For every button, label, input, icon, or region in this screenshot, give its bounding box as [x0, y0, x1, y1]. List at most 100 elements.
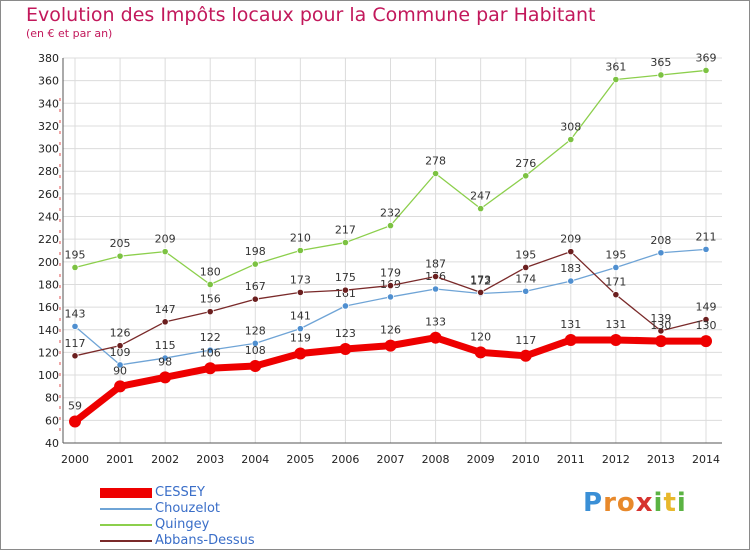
data-point-quingey [522, 172, 530, 180]
legend-swatch-quingey [100, 524, 152, 526]
data-label-abbans-dessus: 173 [290, 273, 311, 286]
y-tick-label: 220 [38, 233, 59, 246]
data-label-chouzelot: 128 [245, 324, 266, 337]
y-tick-label: 60 [45, 414, 59, 427]
data-point-abbans-dessus [206, 308, 214, 316]
data-label-chouzelot: 195 [605, 248, 626, 261]
data-point-cessey [519, 349, 532, 362]
data-label-quingey: 210 [290, 232, 311, 245]
data-label-chouzelot: 141 [290, 310, 311, 323]
data-point-chouzelot [567, 277, 575, 285]
y-tick-label: 160 [38, 301, 59, 314]
data-label-chouzelot: 174 [515, 272, 536, 285]
data-point-quingey [386, 221, 395, 230]
logo-letter: o [616, 488, 636, 518]
data-point-cessey [564, 333, 577, 346]
data-label-abbans-dessus: 173 [470, 273, 491, 286]
y-tick-label: 360 [38, 75, 59, 88]
data-label-cessey: 98 [158, 355, 172, 368]
data-label-abbans-dessus: 175 [335, 271, 356, 284]
data-label-chouzelot: 211 [696, 230, 717, 243]
data-label-cessey: 130 [696, 319, 717, 332]
x-tick-label: 2013 [647, 453, 675, 466]
data-label-abbans-dessus: 187 [425, 258, 446, 271]
data-label-quingey: 365 [650, 56, 671, 69]
data-point-cessey [429, 331, 442, 344]
data-point-quingey [567, 135, 575, 144]
data-label-cessey: 108 [245, 344, 266, 357]
data-label-cessey: 119 [290, 332, 311, 345]
data-label-abbans-dessus: 179 [380, 267, 401, 280]
y-tick-label: 260 [38, 188, 59, 201]
data-label-abbans-dessus: 195 [515, 248, 536, 261]
data-point-cessey [609, 333, 622, 346]
data-label-abbans-dessus: 149 [696, 301, 717, 314]
data-point-cessey [294, 347, 307, 360]
data-point-quingey [251, 260, 259, 268]
y-tick-label: 380 [38, 52, 59, 65]
legend-swatch-cessey [100, 488, 152, 498]
data-point-abbans-dessus [702, 315, 710, 324]
data-point-abbans-dessus [612, 291, 620, 299]
data-point-chouzelot [341, 302, 350, 310]
data-point-chouzelot [612, 263, 620, 272]
data-point-abbans-dessus [341, 286, 350, 294]
data-label-chouzelot: 183 [560, 262, 581, 275]
data-label-abbans-dessus: 167 [245, 280, 266, 293]
data-label-chouzelot: 115 [155, 339, 176, 352]
data-label-cessey: 130 [650, 319, 671, 332]
data-point-quingey [477, 205, 485, 213]
legend-label-quingey: Quingey [155, 517, 210, 532]
data-label-quingey: 247 [470, 190, 491, 203]
data-point-chouzelot [702, 245, 710, 253]
data-label-cessey: 117 [515, 334, 536, 347]
x-tick-label: 2001 [106, 453, 134, 466]
x-tick-label: 2004 [241, 453, 269, 466]
data-label-chouzelot: 172 [470, 275, 491, 288]
data-point-abbans-dessus [116, 342, 124, 350]
y-tick-label: 140 [38, 324, 59, 337]
data-point-chouzelot [116, 361, 124, 369]
data-point-quingey [431, 169, 440, 178]
data-point-chouzelot [657, 249, 665, 257]
data-point-chouzelot [206, 346, 214, 354]
x-tick-label: 2006 [331, 453, 359, 466]
chart-title: Evolution des Impôts locaux pour la Comm… [26, 4, 596, 26]
logo-letter: i [653, 488, 664, 518]
data-point-cessey [114, 380, 127, 393]
x-tick-label: 2005 [286, 453, 314, 466]
y-tick-label: 280 [38, 165, 59, 178]
legend-label-abbans-dessus: Abbans-Dessus [155, 533, 255, 548]
data-point-quingey [206, 280, 214, 289]
data-point-quingey [71, 263, 79, 272]
data-label-cessey: 120 [470, 330, 491, 343]
data-label-cessey: 131 [560, 318, 581, 331]
data-point-cessey [159, 371, 172, 384]
data-point-quingey [296, 246, 304, 255]
data-point-cessey [249, 360, 262, 372]
x-tick-label: 2010 [512, 453, 540, 466]
data-point-abbans-dessus [657, 327, 665, 335]
data-label-quingey: 278 [425, 155, 446, 168]
data-point-cessey [654, 335, 667, 348]
legend-swatch-chouzelot [100, 508, 152, 510]
legend-swatch-abbans-dessus [100, 540, 152, 542]
data-label-cessey: 90 [113, 364, 127, 377]
data-point-abbans-dessus [386, 282, 395, 290]
data-point-abbans-dessus [251, 295, 259, 303]
data-point-abbans-dessus [161, 318, 169, 326]
data-point-quingey [161, 248, 169, 256]
data-label-cessey: 133 [425, 316, 446, 329]
data-label-quingey: 308 [560, 121, 581, 134]
logo-letter: P [583, 488, 604, 518]
data-label-quingey: 217 [335, 224, 356, 237]
logo-letter: i [676, 488, 687, 518]
logo-letter: r [603, 488, 617, 518]
data-point-cessey [474, 346, 487, 359]
data-label-cessey: 59 [68, 399, 82, 412]
x-tick-label: 2008 [422, 453, 450, 466]
y-tick-label: 320 [38, 120, 59, 133]
data-point-chouzelot [161, 354, 169, 362]
logo-letter: t [663, 488, 677, 518]
